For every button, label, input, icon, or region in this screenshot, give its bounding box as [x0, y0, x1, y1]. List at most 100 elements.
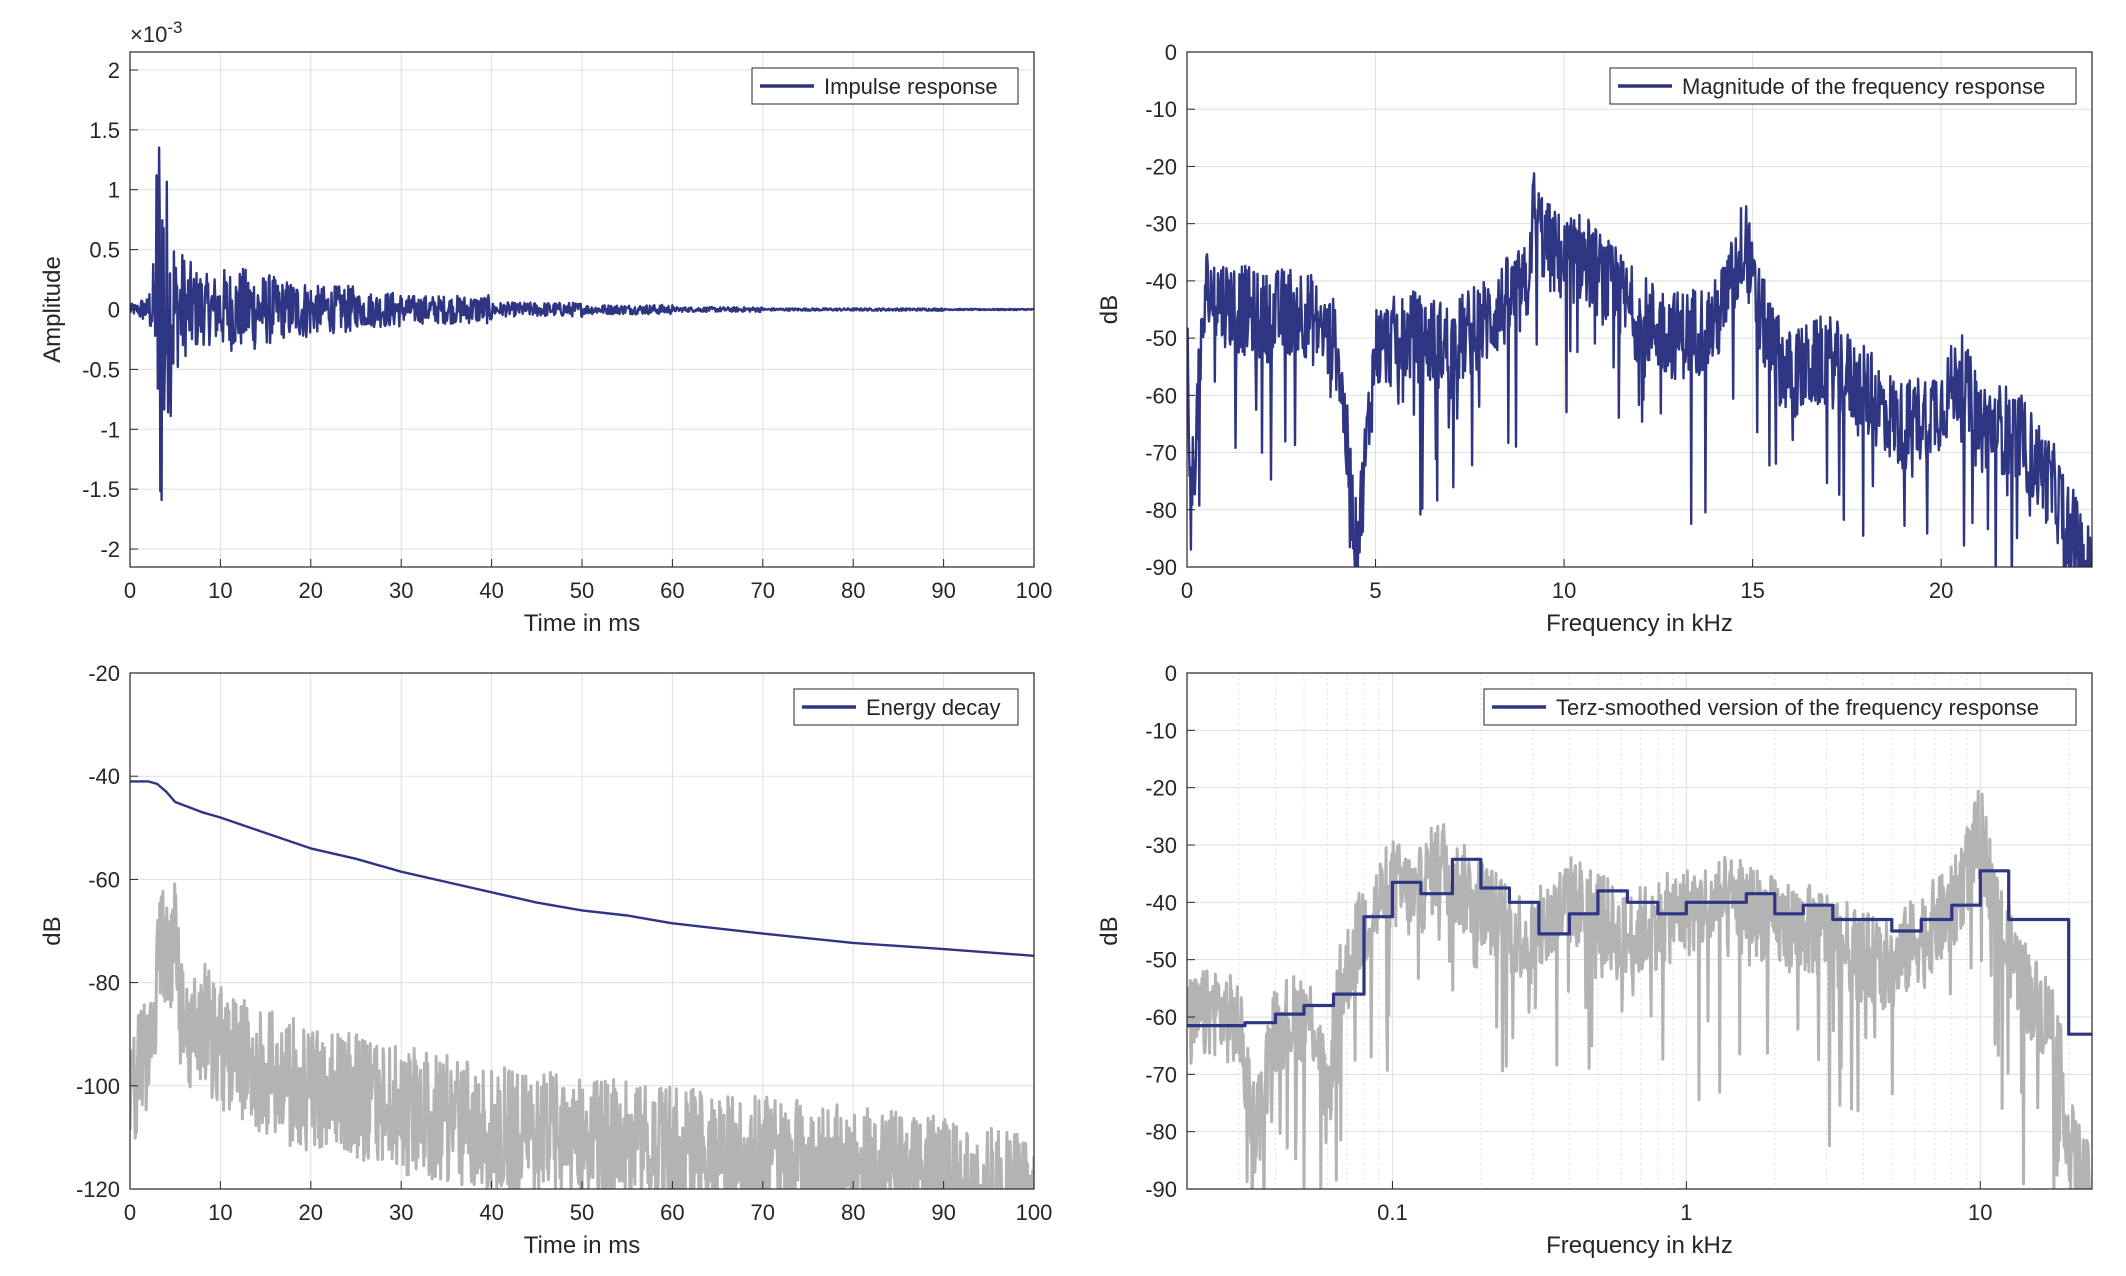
y-tick-label: 1 [108, 178, 120, 203]
y-axis-label: Amplitude [39, 256, 66, 363]
x-tick-label: 80 [841, 578, 865, 603]
x-tick-label: 70 [751, 578, 775, 603]
series-group [130, 146, 1034, 502]
x-tick-label: 60 [660, 1200, 684, 1225]
x-tick-label: 20 [1929, 578, 1953, 603]
x-tick-label: 0.1 [1377, 1200, 1408, 1225]
legend: Impulse response [751, 67, 1019, 105]
y-tick-label: -20 [1145, 776, 1177, 801]
y-tick-label: -80 [1145, 1120, 1177, 1145]
x-tick-label: 60 [660, 578, 684, 603]
y-tick-label: 0 [108, 298, 120, 323]
x-tick-label: 10 [208, 578, 232, 603]
x-axis-label: Time in ms [524, 610, 640, 637]
reference-line-terz [1187, 789, 2091, 1189]
x-tick-label: 90 [931, 578, 955, 603]
series-line-magnitude [1187, 172, 2092, 567]
series-line-impulse [130, 146, 1034, 502]
y-tick-label: -1.5 [82, 477, 120, 502]
x-axis-label: Frequency in kHz [1546, 1232, 1733, 1259]
x-tick-label: 100 [1016, 578, 1053, 603]
y-tick-label: -1 [100, 417, 120, 442]
x-tick-label: 20 [299, 578, 323, 603]
ticks: 0.1 1 10 0 -10 -20 -30 -40 -50 -60 -70 -80 -90 [1145, 661, 1992, 1225]
x-tick-label: 70 [751, 1200, 775, 1225]
x-tick-label: 15 [1740, 578, 1764, 603]
chart-impulse: 0 10 20 30 40 50 60 70 80 90 100 -2 -1.5 -1 -0.5 0 0.5 1 1… [39, 18, 1052, 637]
legend: Terz-smoothed version of the frequency r… [1483, 688, 2077, 726]
x-tick-label: 50 [570, 578, 594, 603]
legend-label: Magnitude of the frequency response [1682, 74, 2045, 99]
series-line-decay [130, 780, 1034, 957]
y-axis-label: dB [1096, 295, 1123, 324]
legend: Energy decay [793, 688, 1019, 726]
ticks: 0 5 10 15 20 0 -10 -20 -30 -40 -50 -60 -70 -80 -90 [1145, 40, 1953, 603]
x-tick-label: 1 [1680, 1200, 1692, 1225]
x-tick-label: 0 [124, 1200, 136, 1225]
y-tick-label: -50 [1145, 948, 1177, 973]
y-tick-label: 0 [1165, 661, 1177, 686]
y-tick-label: -70 [1145, 441, 1177, 466]
reference-line-decay [130, 882, 1034, 1189]
y-tick-label: -10 [1145, 718, 1177, 743]
y-tick-label: -40 [1145, 890, 1177, 915]
y-tick-label: -60 [1145, 383, 1177, 408]
exponent-label: ×10-3 [130, 18, 182, 47]
y-axis-label: dB [1096, 916, 1123, 945]
y-tick-label: -90 [1145, 555, 1177, 580]
y-tick-label: -2 [100, 537, 120, 562]
x-tick-label: 10 [1968, 1200, 1992, 1225]
y-tick-label: -20 [88, 661, 120, 686]
legend-label: Energy decay [866, 695, 1001, 720]
y-tick-label: -30 [1145, 212, 1177, 237]
x-tick-label: 0 [1181, 578, 1193, 603]
x-tick-label: 80 [841, 1200, 865, 1225]
x-tick-label: 100 [1016, 1200, 1053, 1225]
legend-box [1609, 67, 2077, 105]
ticks: 0 10 20 30 40 50 60 70 80 90 100 -20 -40 -60 -80 -100 -1… [76, 661, 1052, 1225]
y-tick-label: -50 [1145, 326, 1177, 351]
y-axis-label: dB [39, 916, 66, 945]
y-tick-label: -80 [1145, 498, 1177, 523]
y-tick-label: -60 [1145, 1005, 1177, 1030]
y-tick-label: -120 [76, 1177, 120, 1202]
x-axis-label: Time in ms [524, 1232, 640, 1259]
y-tick-label: -100 [76, 1074, 120, 1099]
x-tick-label: 5 [1369, 578, 1381, 603]
axes-frame [1186, 672, 2093, 1190]
x-tick-label: 40 [479, 578, 503, 603]
y-tick-label: -10 [1145, 97, 1177, 122]
y-tick-label: -20 [1145, 154, 1177, 179]
exponent-power: -3 [167, 18, 182, 37]
x-tick-label: 50 [570, 1200, 594, 1225]
x-tick-label: 90 [931, 1200, 955, 1225]
series-group [1187, 172, 2092, 567]
y-tick-label: -60 [88, 867, 120, 892]
y-tick-label: 1.5 [89, 118, 120, 143]
y-tick-label: -90 [1145, 1177, 1177, 1202]
legend-label: Terz-smoothed version of the frequency r… [1556, 695, 2039, 720]
y-tick-label: -40 [88, 764, 120, 789]
y-tick-label: -0.5 [82, 357, 120, 382]
x-tick-label: 10 [208, 1200, 232, 1225]
y-tick-label: -80 [88, 971, 120, 996]
x-tick-label: 40 [479, 1200, 503, 1225]
x-tick-label: 0 [124, 578, 136, 603]
axes-frame [1186, 51, 2093, 568]
chart-terz: 0.1 1 10 0 -10 -20 -30 -40 -50 -60 -70 -80 -90 Freque… [1096, 661, 2093, 1259]
x-tick-label: 20 [299, 1200, 323, 1225]
series-group [1187, 789, 2092, 1189]
y-tick-label: 0 [1165, 40, 1177, 65]
series-group [130, 780, 1034, 1189]
y-tick-label: 2 [108, 58, 120, 83]
series-line-terz [1187, 857, 2092, 1036]
ticks: 0 10 20 30 40 50 60 70 80 90 100 -2 -1.5 -1 -0.5 0 0.5 1 1… [82, 58, 1052, 603]
y-tick-label: 0.5 [89, 238, 120, 263]
y-tick-label: -70 [1145, 1062, 1177, 1087]
x-tick-label: 10 [1552, 578, 1576, 603]
x-axis-label: Frequency in kHz [1546, 610, 1733, 637]
x-tick-label: 30 [389, 1200, 413, 1225]
legend-box [1483, 688, 2077, 726]
legend-label: Impulse response [824, 74, 998, 99]
